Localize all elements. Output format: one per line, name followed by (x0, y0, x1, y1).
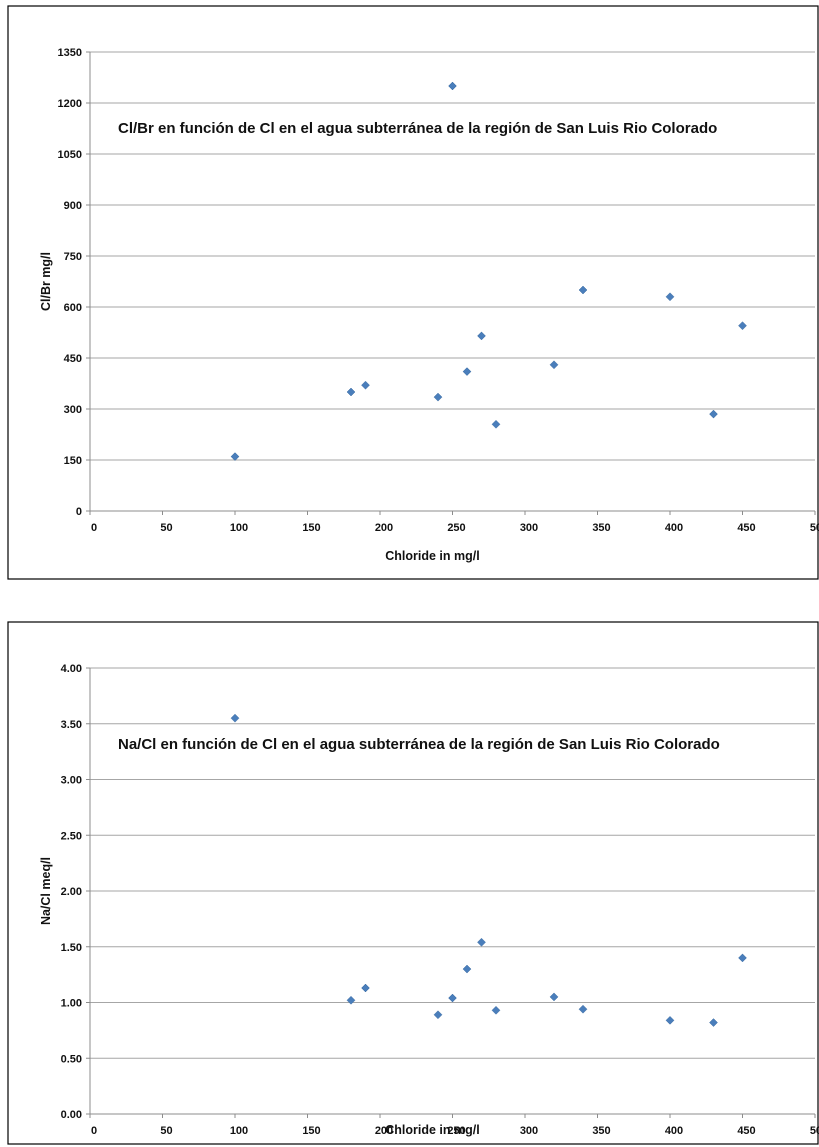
clbr-data-point (709, 409, 718, 419)
clbr-data-point (578, 285, 588, 295)
clbr-y-tick-label: 0 (76, 506, 82, 518)
clbr-x-tick-label: 50 (160, 522, 172, 534)
nacl-x-tick-label: 300 (520, 1125, 538, 1137)
clbr-y-tick-label: 750 (64, 251, 82, 263)
clbr-x-tick-label: 200 (375, 522, 393, 534)
nacl-x-axis-label: Chloride in mg/l (385, 1123, 479, 1137)
nacl-x-tick-label: 150 (302, 1125, 320, 1137)
nacl-data-point (738, 953, 747, 963)
clbr-y-axis-label: Cl/Br mg/l (39, 252, 53, 311)
clbr-x-tick-label: 0 (91, 522, 97, 534)
clbr-data-point (665, 292, 675, 302)
nacl-x-tick-label: 200 (375, 1125, 393, 1137)
clbr-chart-frame (7, 5, 819, 580)
clbr-data-point (230, 452, 240, 461)
nacl-x-tick-label: 0 (91, 1125, 97, 1137)
clbr-data-point (448, 81, 457, 91)
nacl-x-tick-label: 400 (665, 1125, 683, 1137)
clbr-y-tick-label: 1350 (58, 47, 82, 59)
nacl-x-tick-label: 500 (810, 1125, 819, 1137)
clbr-data-point (491, 419, 501, 429)
clbr-x-tick-label: 350 (592, 522, 610, 534)
nacl-y-tick-label: 0.00 (61, 1109, 82, 1121)
nacl-data-point (709, 1018, 718, 1027)
clbr-data-point (738, 321, 747, 331)
clbr-data-point (361, 380, 370, 390)
nacl-data-point (346, 995, 356, 1005)
clbr-x-axis-label: Chloride in mg/l (385, 549, 479, 563)
nacl-x-tick-label: 450 (737, 1125, 755, 1137)
nacl-y-tick-label: 3.00 (61, 775, 82, 787)
nacl-data-point (578, 1004, 588, 1014)
nacl-data-point (448, 993, 457, 1003)
nacl-data-point (549, 992, 559, 1002)
clbr-y-tick-label: 450 (64, 353, 82, 365)
na-cl-chart: 0.00 0.50 1.00 1.50 2.00 2.50 3.00 3.50 4.00 0 50 1… (7, 621, 819, 1145)
clbr-x-tick-label: 400 (665, 522, 683, 534)
clbr-data-point (346, 387, 356, 397)
clbr-data-point (477, 331, 486, 341)
clbr-y-tick-label: 300 (64, 404, 82, 416)
clbr-x-tick-label: 250 (447, 522, 465, 534)
nacl-y-tick-label: 1.00 (61, 998, 82, 1010)
nacl-y-axis-label: Na/Cl meq/l (39, 857, 53, 925)
clbr-x-tick-label: 100 (230, 522, 248, 534)
nacl-data-point (433, 1010, 443, 1020)
nacl-y-tick-label: 0.50 (61, 1053, 82, 1065)
clbr-x-tick-label: 300 (520, 522, 538, 534)
clbr-y-tick-label: 600 (64, 302, 82, 314)
clbr-x-tick-label: 500 (810, 522, 819, 534)
clbr-y-tick-label: 150 (64, 455, 82, 467)
nacl-x-tick-label: 250 (447, 1125, 465, 1137)
clbr-y-tick-label: 900 (64, 200, 82, 212)
clbr-data-point (549, 360, 559, 370)
nacl-annotation: Na/Cl en función de Cl en el agua subter… (118, 736, 720, 753)
clbr-annotation: Cl/Br en función de Cl en el agua subter… (118, 120, 717, 137)
nacl-data-point (230, 713, 240, 723)
clbr-x-tick-label: 450 (737, 522, 755, 534)
nacl-y-tick-label: 1.50 (61, 942, 82, 954)
nacl-data-point (462, 964, 472, 974)
nacl-y-tick-label: 3.50 (61, 719, 82, 731)
nacl-x-tick-label: 100 (230, 1125, 248, 1137)
clbr-data-point (462, 367, 472, 376)
nacl-y-tick-label: 2.50 (61, 830, 82, 842)
nacl-y-tick-label: 2.00 (61, 886, 82, 898)
clbr-x-tick-label: 150 (302, 522, 320, 534)
clbr-y-tick-label: 1050 (58, 149, 82, 161)
clbr-data-point (433, 392, 443, 402)
nacl-data-point (665, 1015, 675, 1025)
nacl-x-tick-label: 350 (592, 1125, 610, 1137)
cl-br-chart: 0 150 300 450 600 750 900 1050 1200 1350 0 50 100 150… (7, 5, 819, 580)
nacl-chart-frame (7, 621, 819, 1145)
clbr-y-tick-label: 1200 (58, 98, 82, 110)
nacl-x-tick-label: 50 (160, 1125, 172, 1137)
nacl-data-point (361, 983, 370, 993)
nacl-data-point (477, 937, 486, 947)
nacl-y-tick-label: 4.00 (61, 663, 82, 675)
nacl-data-point (491, 1005, 501, 1015)
